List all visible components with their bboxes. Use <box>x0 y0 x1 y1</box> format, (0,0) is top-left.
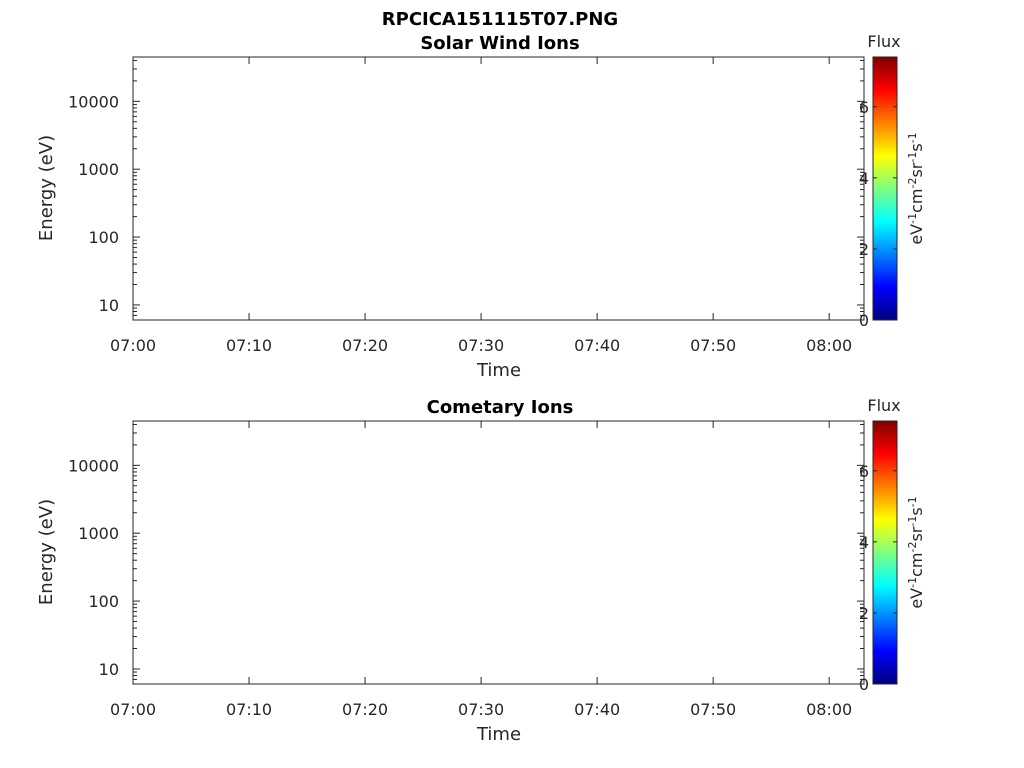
x-axis: 07:00 07:10 07:20 07:30 07:40 07:50 08:00 <box>110 421 852 719</box>
colorbar-tick-label: 4 <box>859 169 869 188</box>
x-tick-label: 08:00 <box>806 336 852 355</box>
x-tick-label: 07:30 <box>458 700 504 719</box>
colorbar-scale <box>872 420 898 685</box>
colorbar-unit-label: eV-1cm-2sr-1s-1 <box>906 132 927 244</box>
x-tick-label: 07:50 <box>690 700 736 719</box>
x-tick-label: 07:30 <box>458 336 504 355</box>
colorbar-tick-label: 6 <box>859 98 869 117</box>
y-tick-label: 1000 <box>78 524 119 543</box>
y-tick-label: 1000 <box>78 160 119 179</box>
x-axis-label: Time <box>476 724 521 745</box>
panel-title: Cometary Ions <box>427 397 574 418</box>
plot-frame <box>132 420 865 685</box>
x-tick-label: 07:40 <box>574 700 620 719</box>
y-tick-label: 100 <box>88 592 119 611</box>
plot-frame <box>132 56 865 321</box>
y-tick-label: 10000 <box>68 456 119 475</box>
colorbar-tick-label: 6 <box>859 462 869 481</box>
y-axis: 10 100 1000 10000 <box>68 59 864 321</box>
y-tick-label: 100 <box>88 228 119 247</box>
y-tick-label: 10000 <box>68 92 119 111</box>
y-tick-label: 10 <box>99 660 119 679</box>
panel-title: Solar Wind Ions <box>420 33 579 54</box>
x-tick-label: 07:00 <box>110 700 156 719</box>
x-tick-label: 08:00 <box>806 700 852 719</box>
figure-title: RPCICA151115T07.PNG <box>382 9 618 30</box>
colorbar-tick-label: 4 <box>859 533 869 552</box>
solar-wind-panel: Solar Wind Ions 10 100 1000 10000 07:00 07:1… <box>36 32 926 381</box>
x-tick-label: 07:40 <box>574 336 620 355</box>
y-axis-label: Energy (eV) <box>36 135 57 241</box>
colorbar: Flux 0 2 4 6 eV-1cm-2sr-1s-1 <box>859 32 926 330</box>
colorbar-tick-label: 0 <box>859 311 869 330</box>
x-axis: 07:00 07:10 07:20 07:30 07:40 07:50 08:00 <box>110 57 852 355</box>
x-tick-label: 07:00 <box>110 336 156 355</box>
x-tick-label: 07:50 <box>690 336 736 355</box>
x-tick-label: 07:10 <box>226 700 272 719</box>
colorbar-title: Flux <box>867 396 900 415</box>
x-tick-label: 07:20 <box>342 336 388 355</box>
x-axis-label: Time <box>476 360 521 381</box>
y-axis-label: Energy (eV) <box>36 499 57 605</box>
y-tick-label: 10 <box>99 296 119 315</box>
colorbar-tick-label: 2 <box>859 240 869 259</box>
x-tick-label: 07:20 <box>342 700 388 719</box>
colorbar-tick-label: 0 <box>859 675 869 694</box>
colorbar-unit-label: eV-1cm-2sr-1s-1 <box>906 496 927 608</box>
colorbar-scale <box>872 56 898 321</box>
colorbar: Flux 0 2 4 6 eV-1cm-2sr-1s-1 <box>859 396 926 694</box>
colorbar-title: Flux <box>867 32 900 51</box>
colorbar-tick-label: 2 <box>859 604 869 623</box>
y-axis: 10 100 1000 10000 <box>68 423 864 685</box>
x-tick-label: 07:10 <box>226 336 272 355</box>
